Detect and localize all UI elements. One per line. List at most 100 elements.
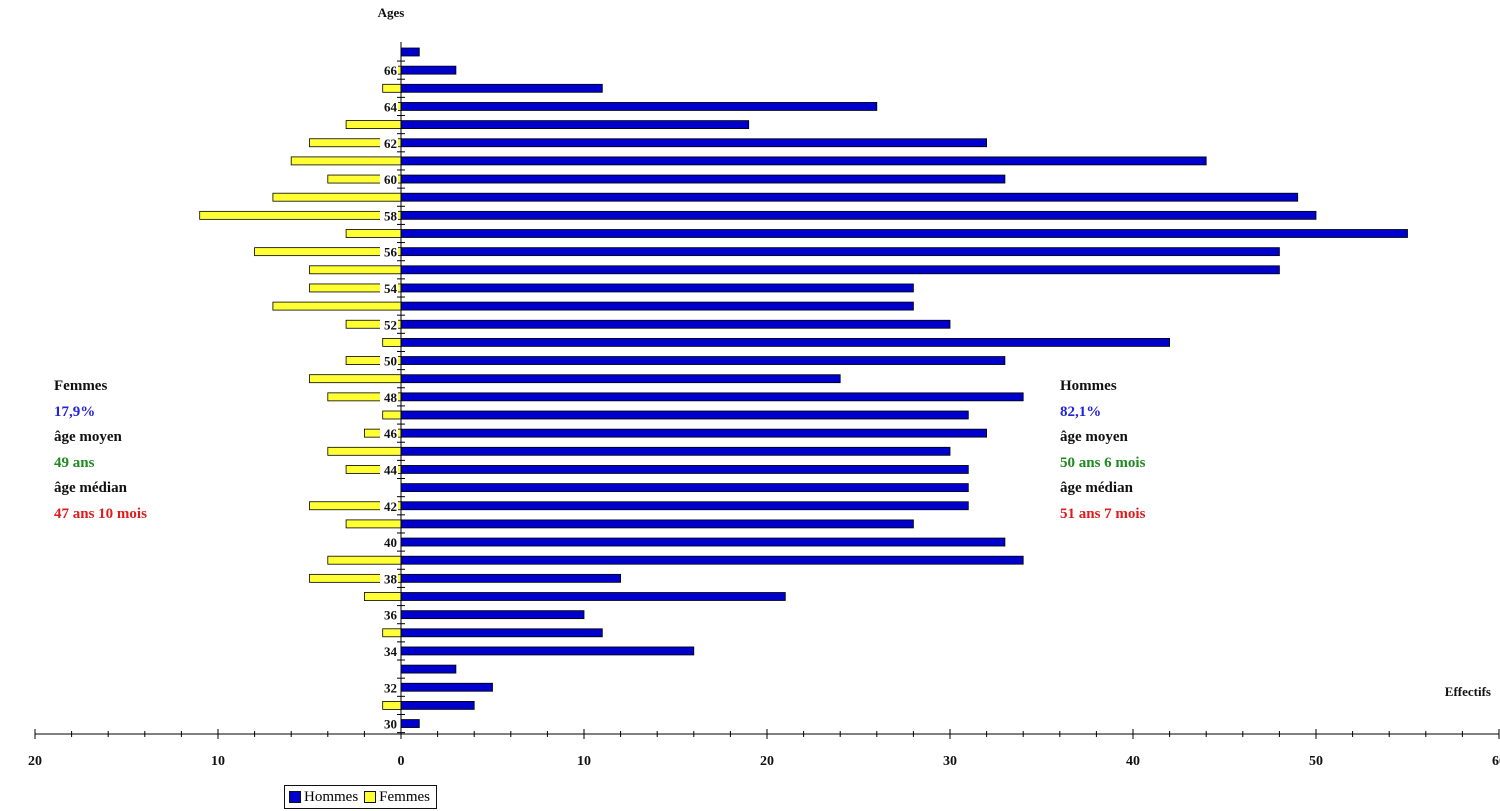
bar-femmes-age-53 [272, 301, 402, 311]
bar-femmes-age-58 [199, 210, 402, 220]
bar-hommes-age-55 [400, 265, 1280, 275]
bar-femmes-age-41 [345, 519, 402, 529]
legend-label-hommes: Hommes [304, 788, 359, 805]
y-axis-title: Ages [378, 5, 405, 20]
bar-femmes-age-47 [382, 410, 402, 420]
bar-femmes-age-61 [290, 156, 402, 166]
y-tick-label-bg [380, 426, 398, 441]
bar-hommes-age-40 [400, 537, 1006, 547]
femmes-mean-label: âge moyen [54, 429, 122, 445]
bars-layer [199, 47, 1408, 728]
bar-hommes-age-30 [400, 719, 420, 728]
bar-femmes-age-45 [327, 446, 402, 456]
labels-layer: 20 10 0 10 20 30 40 50 60 30 32 34 36 38 40 42 44 46 48 50 5… [28, 5, 1500, 769]
x-tick-label: 20 [760, 754, 774, 769]
hommes-percent: 82,1% [1060, 403, 1102, 420]
bar-femmes-age-63 [345, 120, 402, 129]
x-tick-label: 0 [398, 754, 405, 769]
bar-hommes-age-63 [400, 120, 750, 129]
x-tick-label: 50 [1309, 754, 1323, 769]
y-tick-label: 40 [384, 535, 397, 550]
y-tick-label-bg [380, 680, 398, 695]
femmes-stats-panel: Femmes 17,9% âge moyen 49 ans âge médian… [54, 374, 147, 527]
bar-femmes-age-59 [272, 192, 402, 202]
y-tick-label: 62 [384, 136, 397, 151]
y-tick-label: 44 [384, 462, 398, 477]
legend-label-femmes: Femmes [379, 788, 431, 805]
y-tick-label-bg [380, 607, 398, 622]
chart-legend: Hommes Femmes [284, 785, 438, 809]
y-tick-label: 64 [384, 99, 398, 114]
y-tick-label: 66 [384, 63, 398, 78]
bar-hommes-age-65 [400, 83, 603, 93]
bar-hommes-age-64 [400, 102, 878, 111]
bar-hommes-age-51 [400, 337, 1170, 347]
x-tick-label: 10 [211, 754, 225, 769]
hommes-median-value: 51 ans 7 mois [1060, 505, 1146, 522]
bar-hommes-age-59 [400, 192, 1299, 202]
bar-femmes-age-39 [327, 555, 402, 565]
y-tick-label-bg [380, 208, 398, 223]
bar-hommes-age-32 [400, 682, 493, 692]
y-tick-label: 32 [384, 680, 397, 695]
bar-hommes-age-62 [400, 138, 987, 148]
legend-item-femmes: Femmes [364, 789, 430, 806]
y-tick-label: 38 [384, 571, 398, 586]
hommes-title: Hommes [1060, 378, 1117, 394]
y-tick-label: 34 [384, 644, 398, 659]
bar-hommes-age-61 [400, 156, 1207, 166]
y-tick-label-bg [380, 571, 398, 586]
bar-hommes-age-67 [400, 47, 420, 57]
femmes-title: Femmes [54, 378, 108, 394]
bar-hommes-age-34 [400, 646, 695, 656]
femmes-mean-value: 49 ans [54, 454, 95, 471]
hommes-mean-label: âge moyen [1060, 429, 1128, 445]
bar-hommes-age-48 [400, 392, 1024, 402]
bar-femmes-age-56 [254, 247, 402, 257]
y-tick-label-bg [380, 280, 398, 295]
x-tick-label: 40 [1126, 754, 1140, 769]
bar-hommes-age-37 [400, 592, 786, 601]
bar-hommes-age-41 [400, 519, 914, 529]
bar-hommes-age-66 [400, 65, 457, 75]
y-tick-label-bg [380, 99, 398, 114]
bar-femmes-age-51 [382, 337, 402, 347]
hommes-median-label: âge médian [1060, 480, 1133, 496]
bar-hommes-age-38 [400, 573, 622, 583]
bar-hommes-age-53 [400, 301, 914, 311]
y-tick-label-bg [380, 63, 398, 78]
y-tick-label-bg [380, 317, 398, 332]
bar-femmes-age-49 [309, 374, 402, 384]
bar-hommes-age-44 [400, 465, 969, 474]
bar-hommes-age-56 [400, 247, 1280, 257]
x-tick-label: 30 [943, 754, 957, 769]
x-axis-title: Effectifs [1445, 684, 1491, 699]
y-tick-label: 36 [384, 608, 398, 623]
y-tick-label-bg [380, 135, 398, 150]
y-tick-label: 52 [384, 317, 397, 332]
bar-femmes-age-65 [382, 83, 402, 93]
y-tick-label: 42 [384, 499, 397, 514]
legend-swatch-hommes [289, 791, 301, 803]
bar-femmes-age-37 [363, 592, 402, 601]
bar-hommes-age-57 [400, 229, 1408, 238]
bar-hommes-age-45 [400, 446, 951, 456]
bar-hommes-age-46 [400, 428, 987, 438]
y-tick-label-bg [380, 535, 398, 550]
bar-hommes-age-42 [400, 501, 969, 511]
y-tick-label-bg [380, 716, 398, 731]
bar-femmes-age-31 [382, 701, 402, 710]
y-tick-label: 54 [384, 281, 398, 296]
y-tick-label: 30 [384, 717, 397, 732]
bar-hommes-age-47 [400, 410, 969, 420]
bar-hommes-age-39 [400, 555, 1024, 565]
y-tick-label-bg [380, 353, 398, 368]
y-tick-label-bg [380, 498, 398, 513]
femmes-percent: 17,9% [54, 403, 96, 420]
y-tick-label: 50 [384, 354, 397, 369]
x-tick-label: 10 [577, 754, 591, 769]
bar-hommes-age-35 [400, 628, 603, 638]
bar-hommes-age-50 [400, 356, 1006, 365]
y-tick-label-bg [380, 389, 398, 404]
